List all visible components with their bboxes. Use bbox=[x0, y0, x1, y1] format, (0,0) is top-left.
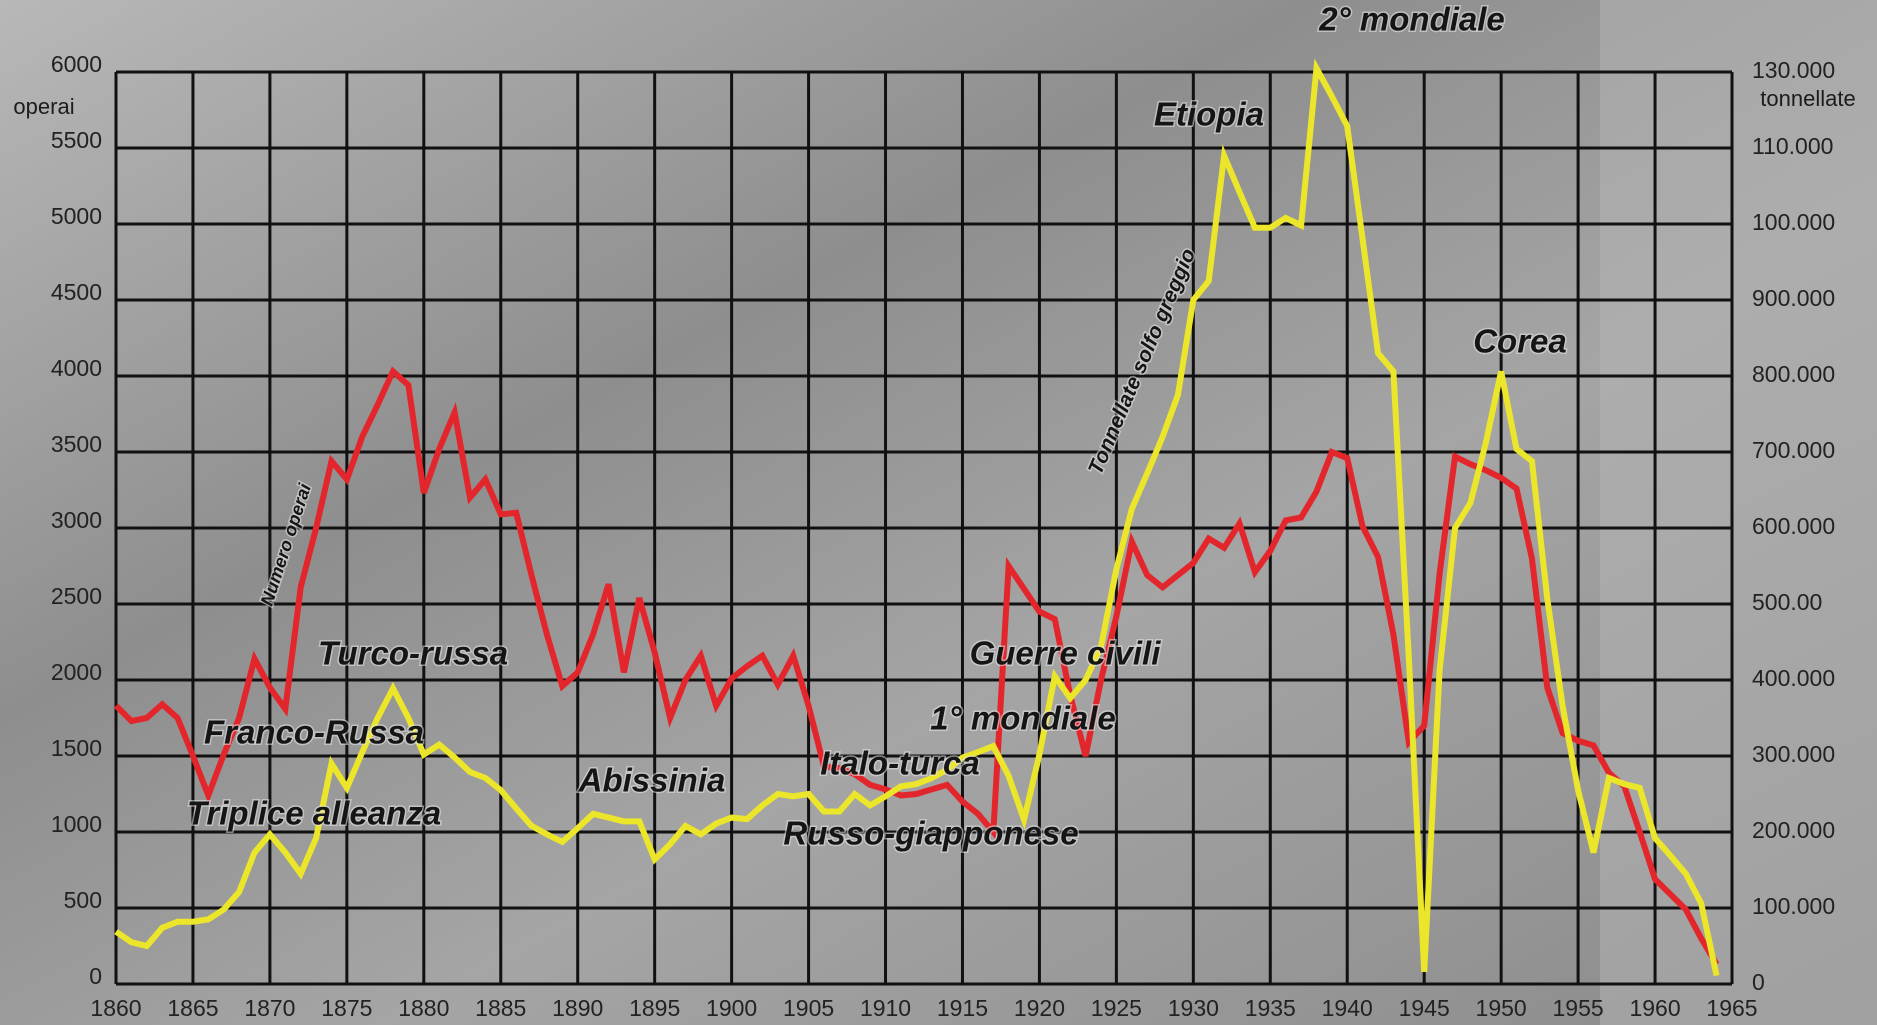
y-tick-label: 2000 bbox=[51, 659, 102, 685]
annotation: Etiopia bbox=[1154, 96, 1264, 133]
annotation: Guerre civili bbox=[970, 635, 1162, 672]
y-tick-label: 2500 bbox=[51, 583, 102, 609]
y2-tick-label: 200.000 bbox=[1752, 817, 1835, 843]
x-tick-label: 1915 bbox=[937, 995, 988, 1021]
y-tick-label: 4000 bbox=[51, 355, 102, 381]
y2-tick-label: 600.000 bbox=[1752, 513, 1835, 539]
x-tick-label: 1885 bbox=[475, 995, 526, 1021]
y-tick-label: 3000 bbox=[51, 507, 102, 533]
annotation: Corea bbox=[1473, 323, 1567, 360]
x-tick-label: 1870 bbox=[244, 995, 295, 1021]
x-tick-label: 1925 bbox=[1091, 995, 1142, 1021]
y2-tick-label: 300.000 bbox=[1752, 741, 1835, 767]
y-tick-label: 1000 bbox=[51, 811, 102, 837]
x-tick-label: 1935 bbox=[1245, 995, 1296, 1021]
annotation: 2° mondiale bbox=[1318, 1, 1505, 38]
annotation: Triplice alleanza bbox=[187, 795, 441, 832]
annotation: Abissinia bbox=[578, 762, 726, 799]
x-tick-label: 1965 bbox=[1706, 995, 1757, 1021]
y-tick-label: 5000 bbox=[51, 203, 102, 229]
y2-tick-label: 900.000 bbox=[1752, 285, 1835, 311]
chart: operai tonnellate 2° mondiale Etiopia Co… bbox=[0, 0, 1877, 1025]
annotation: 1° mondiale bbox=[930, 700, 1116, 737]
y-tick-label: 4500 bbox=[51, 279, 102, 305]
x-tick-label: 1940 bbox=[1322, 995, 1373, 1021]
annotation: Turco-russa bbox=[318, 635, 508, 672]
x-tick-label: 1945 bbox=[1399, 995, 1450, 1021]
x-tick-label: 1865 bbox=[167, 995, 218, 1021]
y2-axis-label: tonnellate bbox=[1760, 86, 1855, 111]
annotation: Italo-turca bbox=[820, 745, 980, 782]
x-tick-label: 1905 bbox=[783, 995, 834, 1021]
x-tick-label: 1895 bbox=[629, 995, 680, 1021]
x-tick-label: 1930 bbox=[1168, 995, 1219, 1021]
x-tick-label: 1960 bbox=[1629, 995, 1680, 1021]
background-shade bbox=[1600, 0, 1877, 1025]
y-tick-label: 3500 bbox=[51, 431, 102, 457]
y2-tick-label: 800.000 bbox=[1752, 361, 1835, 387]
y2-tick-label: 110.000 bbox=[1752, 133, 1833, 159]
x-tick-label: 1860 bbox=[90, 995, 141, 1021]
y2-tick-label: 130.000 bbox=[1752, 57, 1835, 83]
y2-tick-label: 0 bbox=[1752, 969, 1765, 995]
y-tick-label: 0 bbox=[89, 963, 102, 989]
x-tick-label: 1950 bbox=[1476, 995, 1527, 1021]
x-tick-label: 1875 bbox=[321, 995, 372, 1021]
background bbox=[0, 0, 1877, 1025]
x-tick-label: 1880 bbox=[398, 995, 449, 1021]
y-axis-label: operai bbox=[13, 94, 74, 119]
x-tick-label: 1920 bbox=[1014, 995, 1065, 1021]
x-tick-label: 1955 bbox=[1553, 995, 1604, 1021]
y2-tick-label: 400.000 bbox=[1752, 665, 1835, 691]
annotation: Russo-giapponese bbox=[783, 815, 1078, 852]
y2-tick-label: 700.000 bbox=[1752, 437, 1835, 463]
y-tick-label: 500 bbox=[64, 887, 102, 913]
y2-tick-label: 500.00 bbox=[1752, 589, 1822, 615]
y2-tick-label: 100.000 bbox=[1752, 209, 1835, 235]
y2-tick-label: 100.000 bbox=[1752, 893, 1835, 919]
annotation: Franco-Russa bbox=[204, 714, 424, 751]
y-tick-label: 6000 bbox=[51, 51, 102, 77]
x-tick-label: 1890 bbox=[552, 995, 603, 1021]
y-tick-label: 1500 bbox=[51, 735, 102, 761]
x-tick-label: 1900 bbox=[706, 995, 757, 1021]
x-tick-label: 1910 bbox=[860, 995, 911, 1021]
y-tick-label: 5500 bbox=[51, 127, 102, 153]
